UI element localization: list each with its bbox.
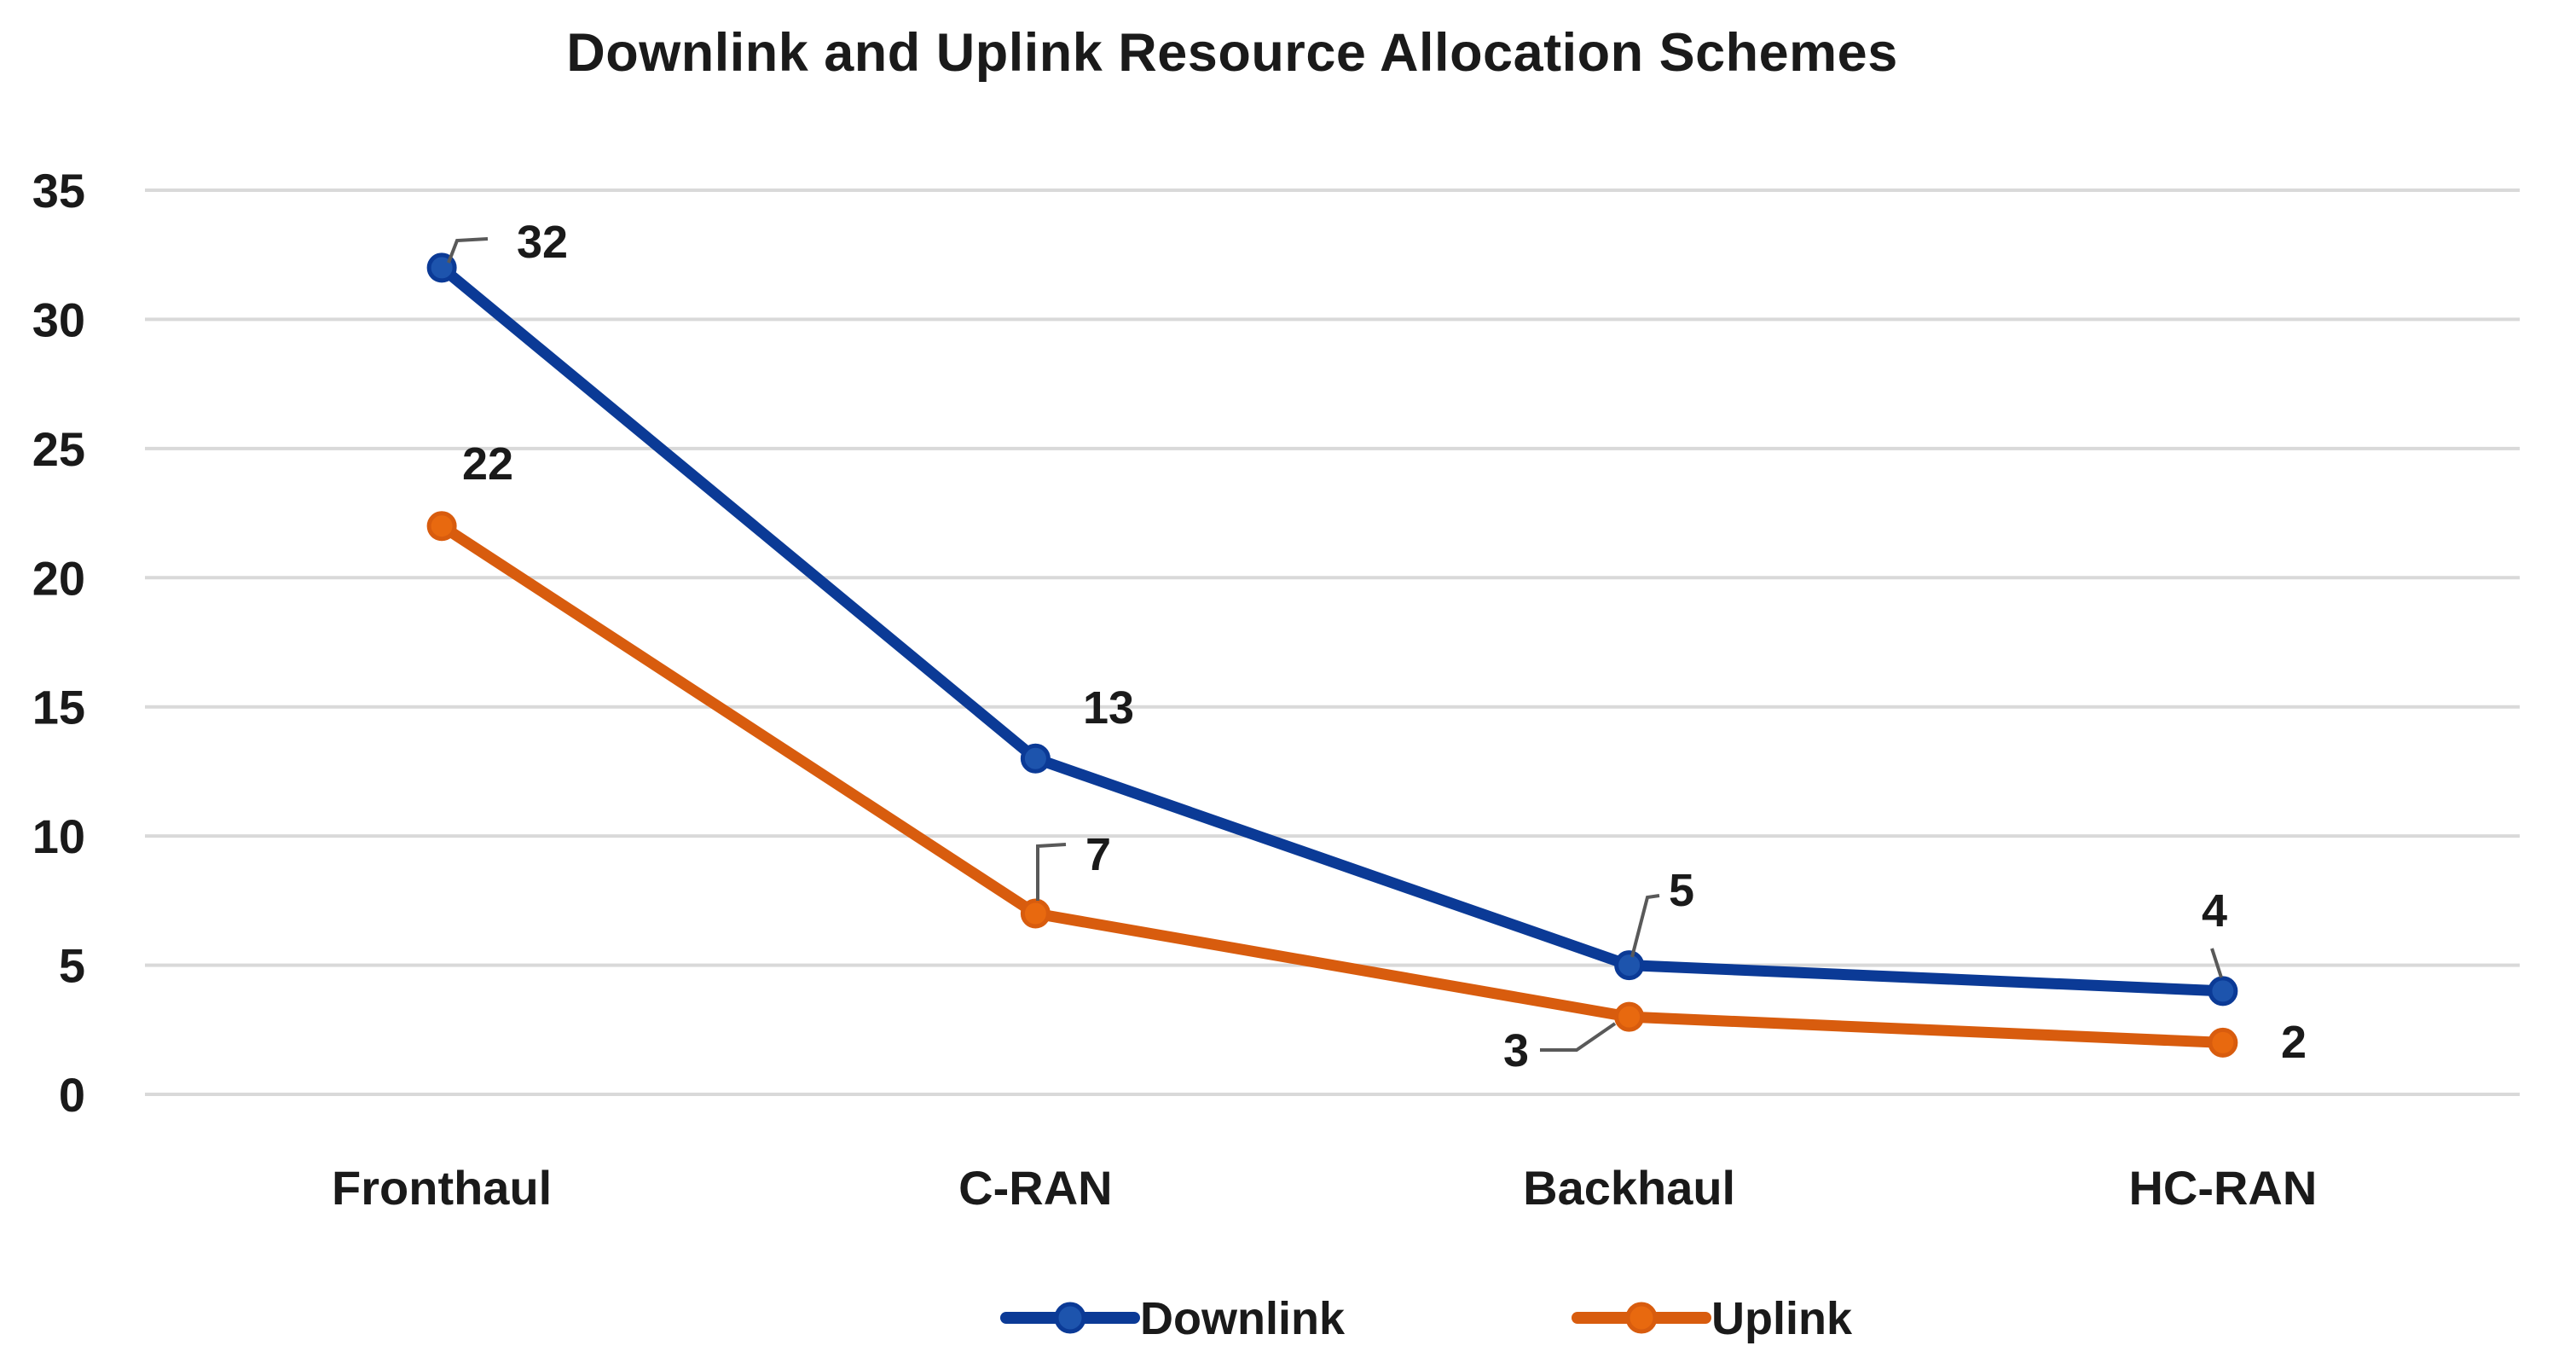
x-tick-label: Fronthaul <box>332 1161 552 1215</box>
legend-downlink-marker <box>1054 1302 1086 1334</box>
x-tick-label: Backhaul <box>1523 1161 1735 1215</box>
leader-line <box>1036 843 1067 901</box>
leader-line <box>1540 1022 1617 1052</box>
gridlines <box>145 189 2520 1096</box>
y-tick-label: 15 <box>32 681 85 734</box>
uplink-line <box>436 520 2229 1048</box>
legend-uplink-label: Uplink <box>1711 1293 1853 1344</box>
data-label: 5 <box>1669 865 1694 916</box>
data-label: 13 <box>1083 682 1134 734</box>
downlink-marker <box>1020 743 1051 774</box>
leader-line <box>1630 894 1660 958</box>
chart-title: Downlink and Uplink Resource Allocation … <box>566 23 1898 83</box>
leader-line <box>2210 948 2223 978</box>
uplink-marker <box>1614 1001 1645 1032</box>
leader-lines <box>447 237 2223 1052</box>
data-label: 7 <box>1085 829 1111 880</box>
uplink-marker <box>426 511 457 542</box>
legend-uplink-marker <box>1625 1302 1658 1334</box>
data-label: 2 <box>2281 1017 2307 1068</box>
uplink-marker <box>1020 898 1051 929</box>
y-tick-label: 10 <box>32 809 85 863</box>
y-tick-label: 35 <box>32 164 85 218</box>
data-label: 32 <box>517 217 568 268</box>
series-lines <box>426 252 2238 1058</box>
x-axis-labels: Fronthaul C-RAN Backhaul HC-RAN <box>332 1161 2317 1215</box>
data-label: 22 <box>462 438 513 490</box>
leader-line <box>447 237 489 264</box>
legend-downlink-label: Downlink <box>1140 1293 1346 1344</box>
downlink-marker <box>1614 950 1645 981</box>
data-label: 4 <box>2202 885 2227 937</box>
x-tick-label: HC-RAN <box>2128 1161 2317 1215</box>
downlink-marker <box>2208 976 2238 1006</box>
data-label: 3 <box>1503 1025 1529 1076</box>
y-tick-label: 30 <box>32 293 85 346</box>
y-tick-label: 20 <box>32 551 85 605</box>
y-tick-label: 25 <box>32 422 85 476</box>
y-tick-label: 0 <box>59 1068 85 1122</box>
y-axis-labels: 0 5 10 15 20 25 30 35 <box>32 164 85 1122</box>
downlink-line <box>436 262 2229 997</box>
x-tick-label: C-RAN <box>958 1161 1112 1215</box>
y-tick-label: 5 <box>59 939 85 993</box>
uplink-marker <box>2208 1027 2238 1058</box>
legend: Downlink Uplink <box>1000 1293 1853 1344</box>
